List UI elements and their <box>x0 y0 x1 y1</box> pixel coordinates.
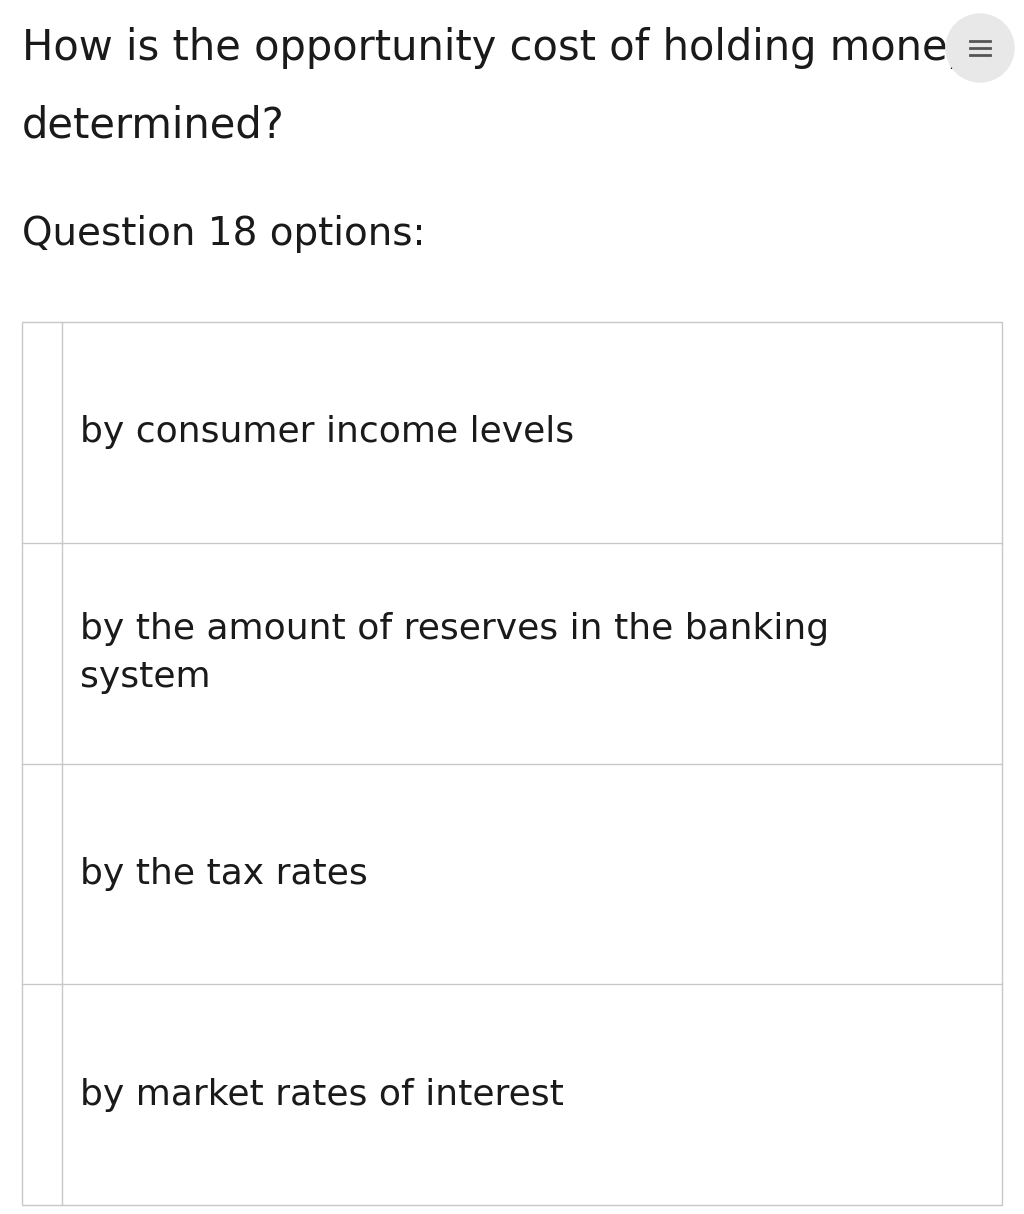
Bar <box>22 322 1002 1206</box>
Text: by the amount of reserves in the banking
system: by the amount of reserves in the banking… <box>80 612 829 694</box>
Text: Question 18 options:: Question 18 options: <box>22 215 426 253</box>
Text: How is the opportunity cost of holding money: How is the opportunity cost of holding m… <box>22 27 972 69</box>
Text: by market rates of interest: by market rates of interest <box>80 1078 564 1112</box>
Circle shape <box>946 15 1014 83</box>
Text: by the tax rates: by the tax rates <box>80 857 368 891</box>
Text: determined?: determined? <box>22 104 285 147</box>
Text: by consumer income levels: by consumer income levels <box>80 415 574 449</box>
